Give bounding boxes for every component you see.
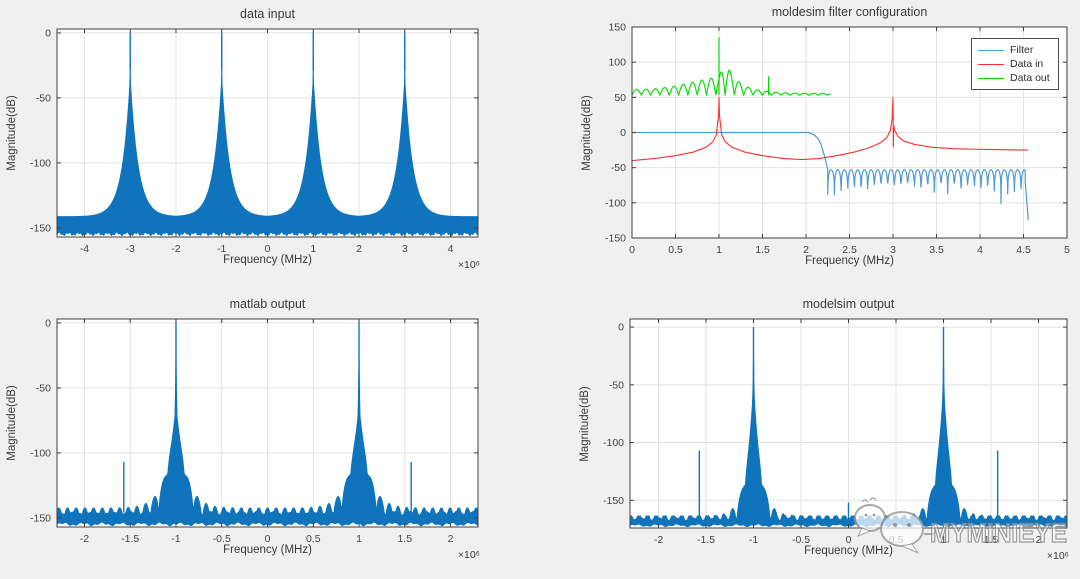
x-axis-exponent-label: ×10⁶	[457, 549, 480, 561]
y-tick-label: -150	[30, 222, 51, 234]
x-axis-exponent-label: ×10⁶	[457, 259, 480, 271]
y-tick-label: -50	[36, 92, 51, 104]
x-tick-label: -4	[80, 243, 89, 255]
y-axis-label: Magnitude(dB)	[579, 385, 591, 462]
y-tick-label: -50	[36, 382, 51, 394]
x-tick-label: 3	[890, 244, 896, 256]
chart-title: data input	[240, 7, 295, 21]
x-tick-label: -1	[749, 534, 758, 546]
chart-title: matlab output	[229, 297, 306, 311]
x-tick-label: 1	[941, 534, 947, 546]
y-tick-label: 0	[45, 317, 51, 329]
y-tick-label: -150	[30, 512, 51, 524]
x-axis-label: Frequency (MHz)	[804, 545, 893, 557]
x-tick-label: 0.5	[306, 533, 321, 545]
legend-swatch	[978, 49, 1004, 51]
legend: Filter Data in Data out	[971, 38, 1059, 90]
x-axis-label: Frequency (MHz)	[223, 254, 312, 266]
x-tick-label: -1.5	[697, 534, 715, 546]
x-tick-label: -2	[171, 243, 180, 255]
plot-canvas-matlab-output: -2 -1.5 -1 -0.5 0 0.5 1 1.5 2 0 -50 -100 -150	[30, 317, 479, 545]
legend-row: Data in	[978, 57, 1052, 71]
x-tick-label: 5	[1064, 244, 1070, 256]
y-axis-label: Magnitude(dB)	[6, 385, 18, 461]
x-axis-label: Frequency (MHz)	[223, 544, 312, 556]
legend-label: Filter	[1010, 43, 1034, 56]
x-axis-exponent-label: ×10⁶	[1046, 550, 1069, 562]
chart-title: moldesim filter configuration	[771, 5, 928, 19]
subplot-data-input: -4 -3 -2 -1 0 1 2 3 4 0 -50 -100 -150 data input Fre…	[0, 0, 540, 290]
x-tick-label: -3	[126, 243, 135, 255]
legend-row: Data out	[978, 71, 1052, 85]
y-tick-label: 50	[614, 92, 626, 104]
subplot-modelsim-output: -2 -1.5 -1 -0.5 0 0.5 1 1.5 2 0 -50 -100 -150 models…	[540, 290, 1080, 579]
y-tick-label: -100	[603, 437, 624, 449]
x-tick-label: 4.5	[1016, 244, 1031, 256]
x-tick-label: 4	[448, 243, 454, 255]
x-tick-label: -1.5	[121, 533, 139, 545]
legend-label: Data out	[1010, 71, 1050, 84]
x-tick-label: -2	[654, 534, 663, 546]
y-tick-label: 0	[620, 127, 626, 139]
x-axis-label: Frequency (MHz)	[805, 255, 894, 267]
y-tick-label: 150	[608, 22, 626, 34]
x-tick-label: -1	[217, 243, 226, 255]
y-tick-label: 0	[618, 322, 624, 334]
x-tick-label: 1	[310, 243, 316, 255]
y-axis-label: Magnitude(dB)	[6, 95, 18, 171]
x-tick-label: 4	[977, 244, 983, 256]
x-tick-label: -0.5	[213, 533, 231, 545]
y-tick-label: 0	[45, 27, 51, 39]
chart-title: modelsim output	[802, 297, 895, 311]
x-tick-label: 0	[265, 243, 271, 255]
x-tick-label: -0.5	[792, 534, 810, 546]
legend-swatch	[978, 63, 1004, 65]
x-tick-label: -1	[171, 533, 180, 545]
x-tick-label: 0	[265, 533, 271, 545]
plot-canvas-modelsim-output: -2 -1.5 -1 -0.5 0 0.5 1 1.5 20-50-100-150	[603, 318, 1068, 546]
legend-row: Filter	[978, 43, 1052, 57]
x-tick-label: 1.5	[984, 534, 999, 546]
y-axis-label: Magnitude(dB)	[581, 94, 593, 171]
y-tick-label: -100	[605, 197, 626, 209]
y-tick-label: 100	[608, 57, 626, 69]
y-tick-label: -100	[30, 447, 51, 459]
x-tick-label: 0	[846, 534, 852, 546]
x-tick-label: 2	[448, 533, 454, 545]
x-tick-label: 0	[629, 244, 635, 256]
x-tick-label: 1	[356, 533, 362, 545]
y-tick-label: -150	[605, 233, 626, 245]
x-tick-label: 3	[402, 243, 408, 255]
x-tick-label: 1	[716, 244, 722, 256]
x-tick-label: 2	[1036, 534, 1042, 546]
legend-swatch	[978, 77, 1004, 79]
spectrum-fill	[57, 50, 478, 237]
subplot-filter-configuration: 0 0.5 1 1.5 2 2.5 3 3.5 4 4.5 5 150 100 50 0 -50 -100 -15…	[540, 0, 1080, 290]
y-tick-label: -50	[611, 162, 626, 174]
y-tick-label: -100	[30, 157, 51, 169]
y-tick-label: -150	[603, 495, 624, 507]
x-tick-label: 2	[803, 244, 809, 256]
x-tick-label: 0.5	[668, 244, 683, 256]
x-tick-label: 3.5	[929, 244, 944, 256]
x-tick-label: 2	[356, 243, 362, 255]
x-tick-label: 1.5	[755, 244, 770, 256]
x-tick-label: -2	[80, 533, 89, 545]
x-tick-label: 2.5	[842, 244, 857, 256]
x-tick-label: 1.5	[397, 533, 412, 545]
plot-canvas-data-input: -4 -3 -2 -1 0 1 2 3 4 0 -50 -100 -150	[30, 27, 479, 255]
subplot-matlab-output: -2 -1.5 -1 -0.5 0 0.5 1 1.5 2 0 -50 -100 -150 matlab…	[0, 290, 540, 579]
legend-label: Data in	[1010, 57, 1044, 70]
y-tick-label: -50	[609, 379, 624, 391]
